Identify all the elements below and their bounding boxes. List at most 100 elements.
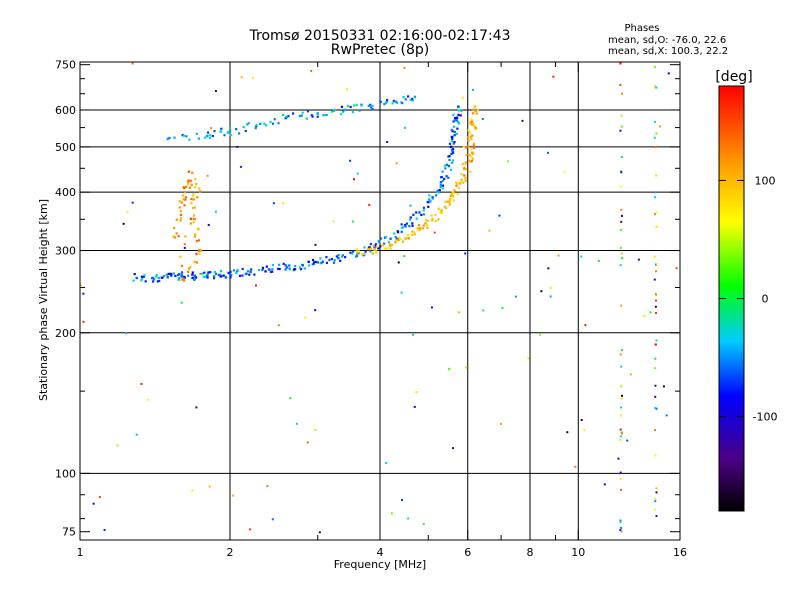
data-point [295,422,298,425]
data-point [654,500,657,503]
data-point [355,254,359,258]
data-point [227,271,230,274]
data-point [457,105,460,108]
data-point [501,306,504,309]
data-point [271,122,275,125]
data-point [404,225,407,228]
data-point [457,122,461,125]
data-point [453,119,456,122]
data-point [429,200,432,203]
data-point [135,433,138,436]
data-point [303,267,306,270]
data-point [278,267,281,271]
colorbar-tick-label: 0 [762,293,769,306]
data-point [192,221,195,224]
data-point [328,258,331,262]
data-point [411,224,414,227]
data-point [151,280,155,283]
data-point [288,267,291,270]
data-point [381,244,384,247]
x-tick-label: 16 [673,546,687,559]
data-point [655,211,658,214]
y-tick-label: 75 [62,526,76,539]
data-point [182,134,186,137]
data-point [311,258,315,262]
data-point [418,227,422,230]
data-point [186,183,189,186]
data-point [399,237,402,240]
colorbar-ticks: -100 0 100 [719,174,777,424]
data-point [298,114,302,118]
data-point [183,191,186,194]
data-point [583,429,586,432]
data-point [395,162,398,165]
data-point [457,113,460,116]
data-point [219,130,223,133]
data-point [621,432,624,435]
data-point [452,199,455,202]
data-point [405,222,408,225]
data-point [349,251,352,254]
data-point [213,270,216,274]
data-point [193,277,196,280]
data-point [188,138,191,141]
data-point [452,191,455,194]
colorbar-label: [deg] [715,69,752,85]
data-point [457,186,460,190]
data-point [464,168,468,171]
data-point [474,109,477,113]
data-point [447,200,450,203]
data-point [498,214,501,217]
data-point [206,174,209,177]
data-point [621,257,624,260]
data-point [653,255,656,258]
data-point [412,333,415,336]
data-point [400,223,403,226]
data-point [301,111,304,114]
data-point [379,245,382,248]
data-point [212,277,216,280]
data-point [386,140,389,143]
data-point [191,276,195,280]
data-point [654,146,657,149]
data-point [409,204,412,207]
data-point [180,273,184,276]
data-point [160,276,163,279]
data-point [434,213,437,217]
data-point [193,186,196,189]
data-point [235,271,238,275]
data-point [314,243,317,246]
data-point [248,528,251,531]
data-point [238,274,242,277]
data-point [183,276,186,279]
data-point [211,134,214,138]
data-point [386,247,389,250]
data-point [190,183,193,186]
data-point [363,246,366,249]
data-point [236,268,239,272]
data-point [141,277,144,280]
data-point [178,206,181,209]
data-point [463,174,466,177]
data-point [655,487,658,490]
data-point [455,182,459,185]
data-point [312,262,315,265]
data-point [264,124,268,127]
data-point [428,198,431,201]
data-point [374,243,378,246]
data-point [451,130,454,133]
data-point [191,489,194,492]
chart-title: Tromsø 20150331 02:16:00-02:17:43 [249,28,511,44]
data-point [557,254,560,257]
data-point [426,224,429,227]
data-point [261,266,265,270]
data-point [619,519,622,522]
y-tick-label: 500 [55,141,76,154]
data-point [196,227,200,230]
data-point [206,272,210,275]
data-point [251,76,254,79]
data-point [191,271,194,274]
data-point [199,190,202,193]
x-tick-label: 10 [571,546,585,559]
data-point [455,132,458,136]
